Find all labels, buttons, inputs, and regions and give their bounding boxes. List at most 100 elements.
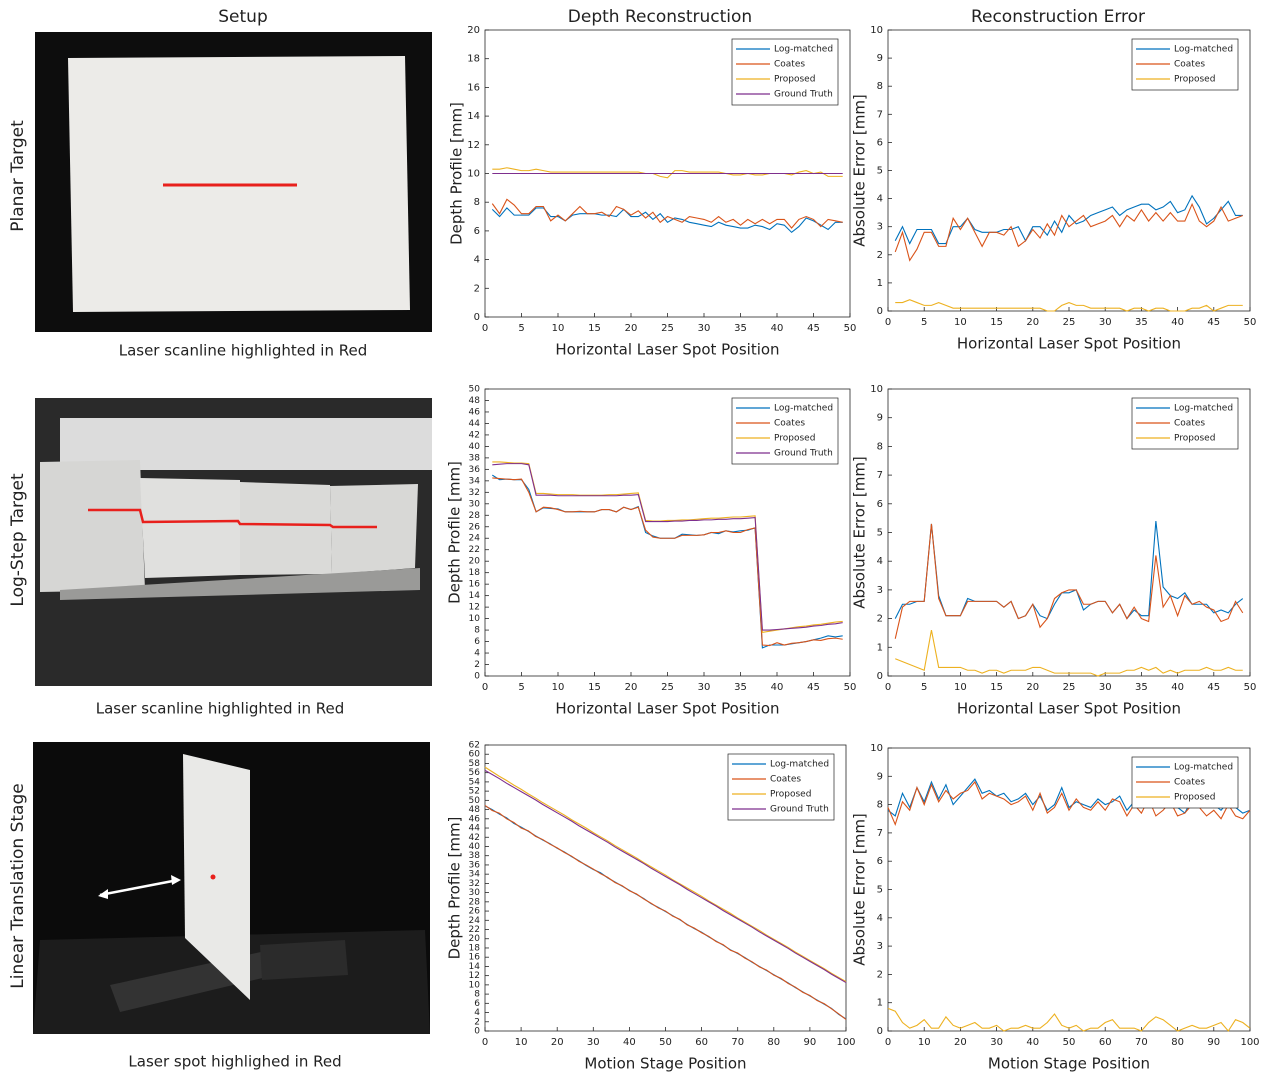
y-tick-label: 62	[469, 741, 480, 751]
legend-label: Coates	[770, 775, 801, 785]
y-tick-label: 40	[469, 842, 481, 852]
x-tick-label: 60	[695, 1037, 708, 1048]
y-tick-label: 60	[469, 750, 481, 760]
x-tick-label: 0	[482, 682, 488, 693]
data-line	[887, 1007, 1251, 1032]
y-tick-label: 6	[877, 856, 883, 867]
x-tick-label: 30	[1099, 682, 1112, 693]
x-tick-label: 15	[588, 323, 601, 334]
y-tick-label: 3	[877, 585, 883, 596]
y-tick-label: 22	[469, 925, 480, 935]
y-tick-label: 2	[474, 283, 480, 294]
y-tick-label: 4	[474, 255, 480, 266]
legend-label: Ground Truth	[774, 449, 833, 459]
data-line	[492, 477, 843, 647]
x-tick-label: 50	[844, 682, 857, 693]
y-tick-label: 6	[474, 999, 480, 1009]
x-tick-label: 25	[661, 682, 674, 693]
x-axis-label: Horizontal Laser Spot Position	[555, 341, 779, 359]
row-label: Linear Translation Stage	[8, 783, 28, 988]
x-tick-label: 10	[954, 682, 967, 693]
caption: Laser scanline highlighted in Red	[119, 342, 368, 360]
x-tick-label: 15	[588, 682, 601, 693]
x-tick-label: 5	[518, 682, 524, 693]
y-tick-label: 2	[877, 250, 883, 261]
x-tick-label: 0	[885, 682, 891, 693]
legend-label: Coates	[1174, 60, 1205, 70]
x-tick-label: 50	[1244, 682, 1257, 693]
y-tick-label: 16	[469, 580, 481, 590]
x-tick-label: 30	[1099, 317, 1112, 328]
data-line	[492, 463, 843, 631]
legend-label: Log-matched	[1174, 763, 1233, 773]
x-tick-label: 20	[551, 1037, 564, 1048]
x-axis-label: Motion Stage Position	[988, 1055, 1150, 1073]
legend-label: Proposed	[774, 75, 815, 85]
x-tick-label: 25	[1063, 682, 1076, 693]
x-tick-label: 80	[1171, 1037, 1184, 1048]
y-tick-label: 44	[469, 419, 481, 429]
x-tick-label: 10	[918, 1037, 931, 1048]
y-tick-label: 34	[469, 476, 481, 486]
y-tick-label: 10	[870, 743, 883, 754]
y-tick-label: 48	[469, 396, 481, 406]
x-axis-label: Horizontal Laser Spot Position	[957, 700, 1181, 718]
y-tick-label: 1	[877, 642, 883, 653]
y-tick-label: 22	[469, 545, 480, 555]
y-tick-label: 28	[469, 511, 481, 521]
legend-label: Coates	[774, 60, 805, 70]
y-tick-label: 14	[469, 962, 481, 972]
y-tick-label: 0	[474, 1027, 480, 1037]
y-tick-label: 24	[469, 534, 481, 544]
y-tick-label: 18	[469, 943, 481, 953]
legend-label: Coates	[1174, 778, 1205, 788]
caption: Laser scanline highlighted in Red	[96, 700, 345, 718]
y-axis-label: Depth Profile [mm]	[446, 461, 464, 604]
x-tick-label: 0	[885, 1037, 891, 1048]
data-line	[894, 523, 1244, 639]
y-tick-label: 36	[469, 860, 481, 870]
x-tick-label: 90	[1207, 1037, 1220, 1048]
legend-label: Log-matched	[1174, 404, 1233, 414]
y-tick-label: 28	[469, 897, 481, 907]
y-tick-label: 7	[877, 828, 883, 839]
y-axis-label: Absolute Error [mm]	[851, 456, 869, 609]
y-tick-label: 4	[474, 649, 480, 659]
x-tick-label: 30	[587, 1037, 600, 1048]
data-line	[484, 769, 847, 984]
y-tick-label: 26	[469, 522, 481, 532]
x-tick-label: 40	[771, 323, 784, 334]
y-tick-label: 46	[469, 814, 481, 824]
y-tick-label: 6	[474, 637, 480, 647]
legend-label: Proposed	[1174, 434, 1215, 444]
y-axis-label: Depth Profile [mm]	[448, 102, 466, 245]
y-tick-label: 18	[469, 568, 481, 578]
y-tick-label: 16	[469, 953, 481, 963]
y-tick-label: 6	[474, 226, 480, 237]
x-tick-label: 40	[1171, 317, 1184, 328]
x-axis-label: Motion Stage Position	[584, 1055, 746, 1073]
y-tick-label: 6	[877, 137, 883, 148]
x-tick-label: 70	[731, 1037, 744, 1048]
x-tick-label: 80	[767, 1037, 780, 1048]
x-tick-label: 25	[661, 323, 674, 334]
y-tick-label: 52	[469, 787, 480, 797]
x-axis-label: Horizontal Laser Spot Position	[555, 700, 779, 718]
y-tick-label: 7	[877, 109, 883, 120]
x-tick-label: 90	[804, 1037, 817, 1048]
legend-label: Proposed	[1174, 75, 1215, 85]
y-tick-label: 4	[877, 556, 883, 567]
y-tick-label: 10	[467, 169, 480, 180]
photo-planar	[35, 32, 432, 332]
legend-label: Proposed	[770, 790, 811, 800]
y-tick-label: 5	[877, 885, 883, 896]
column-header: Setup	[218, 7, 267, 27]
y-tick-label: 3	[877, 222, 883, 233]
data-line	[484, 804, 847, 1020]
legend-label: Coates	[1174, 419, 1205, 429]
x-tick-label: 10	[954, 317, 967, 328]
y-tick-label: 4	[877, 913, 883, 924]
row-label: Log-Step Target	[8, 473, 28, 607]
x-tick-label: 70	[1135, 1037, 1148, 1048]
x-tick-label: 30	[698, 682, 711, 693]
